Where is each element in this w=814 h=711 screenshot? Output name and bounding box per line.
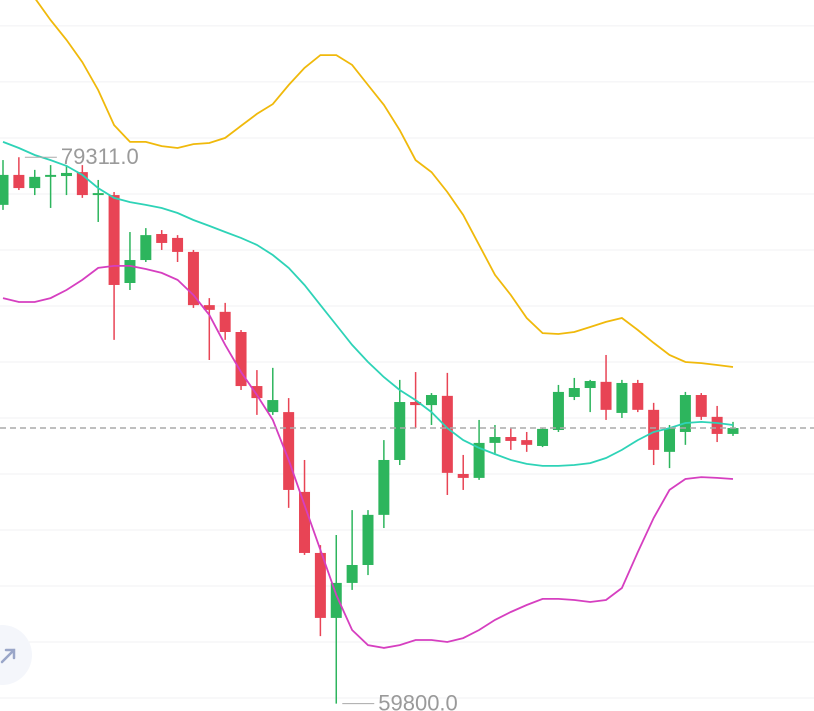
- band-line: [2, 265, 734, 649]
- candles: [0, 0, 739, 704]
- candle-body: [203, 305, 215, 310]
- candle-body: [648, 409, 660, 450]
- button-background[interactable]: [0, 625, 32, 685]
- candle-body: [156, 233, 168, 243]
- candle-body: [600, 381, 612, 410]
- candle-body: [219, 311, 231, 333]
- grid: [0, 25, 814, 699]
- arrow-icon[interactable]: [0, 648, 16, 664]
- candle-body: [13, 174, 25, 189]
- candle-body: [473, 442, 485, 478]
- candle-body: [521, 440, 533, 445]
- candle-body: [235, 332, 247, 387]
- extreme-label: 79311.0: [61, 144, 139, 169]
- extreme-label: 59800.0: [378, 690, 458, 711]
- candle-body: [441, 395, 453, 473]
- candle-body: [172, 237, 184, 252]
- candle-body: [251, 386, 263, 399]
- candle-body: [187, 251, 199, 306]
- candle-body: [568, 388, 580, 397]
- candle-body: [140, 235, 152, 261]
- band-line: [35, 0, 734, 368]
- candle-body: [76, 172, 88, 196]
- candle-body: [616, 382, 628, 413]
- candle-body: [346, 564, 358, 583]
- candle-body: [410, 402, 422, 406]
- candle-body: [124, 260, 136, 283]
- candle-body: [664, 428, 676, 452]
- candle-body: [727, 428, 739, 434]
- candle-body: [537, 428, 549, 446]
- candle-body: [489, 437, 501, 443]
- candle-body: [0, 174, 9, 205]
- candle-body: [267, 400, 279, 413]
- candle-body: [679, 395, 691, 432]
- candle-body: [552, 391, 564, 431]
- corner-button[interactable]: [0, 625, 32, 685]
- candle-body: [283, 412, 295, 490]
- candle-body: [505, 437, 517, 441]
- candle-body: [314, 552, 326, 618]
- band-line: [2, 141, 734, 467]
- candle-body: [394, 402, 406, 460]
- candle-body: [29, 176, 41, 189]
- candle-body: [378, 459, 390, 515]
- candle-body: [60, 172, 72, 177]
- candle-body: [299, 491, 311, 553]
- candle-body: [330, 582, 342, 618]
- candle-body: [362, 514, 374, 565]
- candle-body: [632, 382, 644, 410]
- candle-body: [695, 395, 707, 417]
- candle-body: [92, 193, 104, 196]
- candle-body: [425, 395, 437, 406]
- candle-body: [584, 381, 596, 389]
- candle-body: [45, 174, 57, 177]
- candle-body: [457, 473, 469, 478]
- candle-body: [108, 195, 120, 285]
- candle-body: [711, 416, 723, 434]
